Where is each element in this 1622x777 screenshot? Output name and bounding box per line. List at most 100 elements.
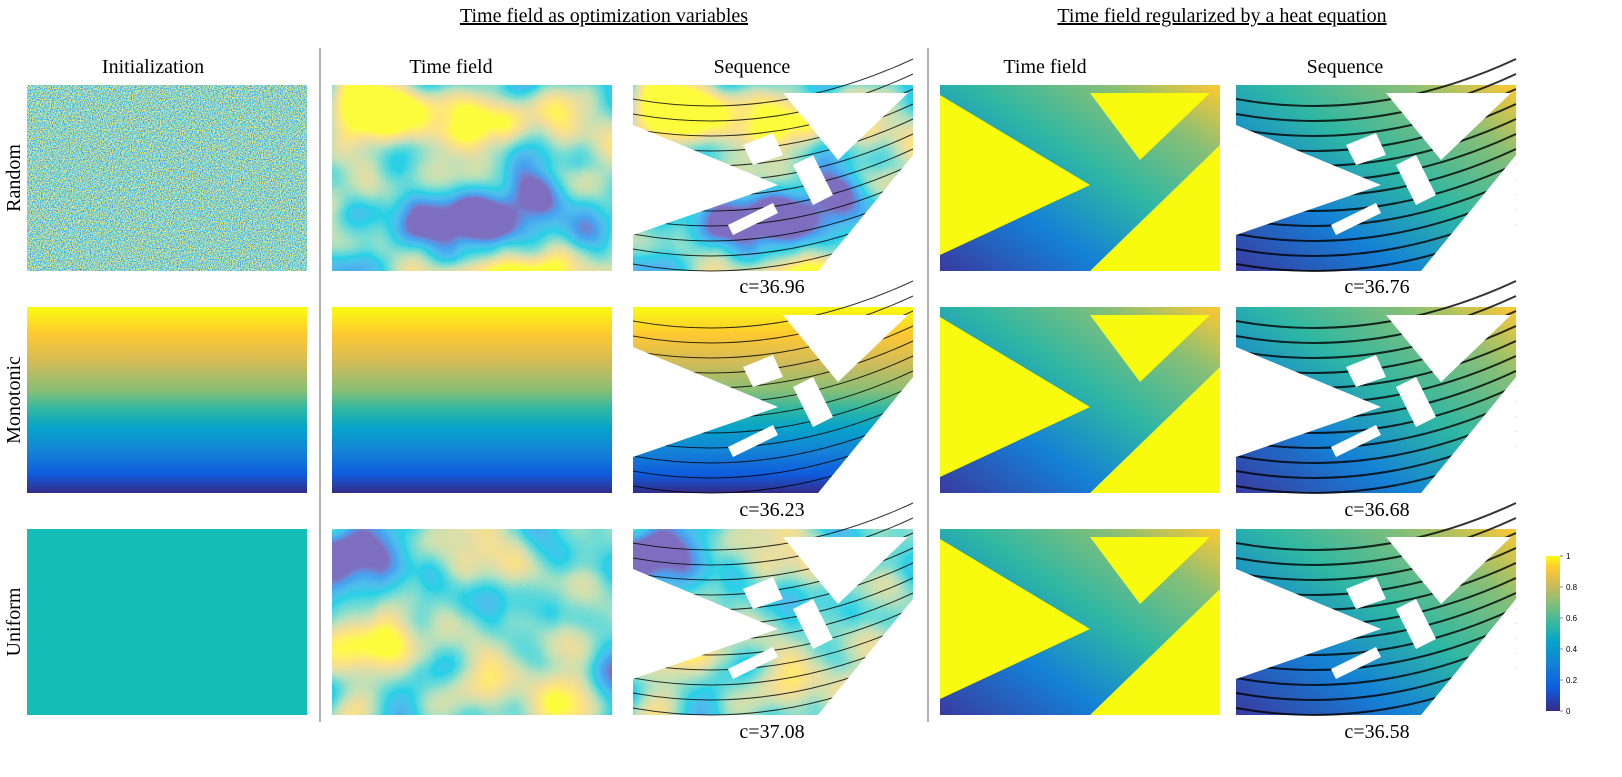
time-field <box>332 307 612 493</box>
compliance-label: c=36.68 <box>1344 499 1409 521</box>
contour-line <box>632 280 914 329</box>
contour-line <box>632 400 914 449</box>
time-field <box>332 529 612 715</box>
compliance-label: c=36.76 <box>1344 276 1409 298</box>
void-region <box>1331 647 1381 679</box>
void-region <box>743 577 783 609</box>
colorbar <box>1546 556 1560 711</box>
row-label: Random <box>3 144 25 212</box>
void-region <box>728 647 778 679</box>
colorbar-tick-label: 0 <box>1566 707 1571 716</box>
compliance-label: c=36.96 <box>739 276 804 298</box>
void-region <box>793 599 833 649</box>
image-panel <box>27 307 307 493</box>
colorbar-tick-label: 0.6 <box>1566 614 1578 623</box>
row-label: Monotonic <box>3 356 25 444</box>
image-panel <box>27 85 307 271</box>
colorbar-tick-label: 0.8 <box>1566 583 1578 592</box>
saturated-region <box>1090 145 1220 271</box>
image-panel <box>940 307 1220 493</box>
contour-line <box>632 178 914 227</box>
saturated-region <box>1090 93 1210 160</box>
colorbar-tick-label: 1 <box>1566 552 1571 561</box>
contour-line <box>1235 73 1517 122</box>
void-region <box>1236 569 1381 679</box>
void-region <box>1346 355 1386 387</box>
void-region <box>793 155 833 205</box>
image-panel <box>632 58 914 272</box>
void-region <box>1396 599 1436 649</box>
monotonic-field <box>27 307 307 493</box>
column-label: Time field <box>1003 56 1086 78</box>
image-panel <box>1235 58 1517 272</box>
colorbar-tick-label: 0.2 <box>1566 676 1578 685</box>
void-region <box>728 425 778 457</box>
image-panel <box>632 280 914 494</box>
contour-line <box>1235 58 1517 107</box>
image-panel <box>332 529 612 715</box>
void-region <box>1421 599 1516 715</box>
void-region <box>1386 537 1511 604</box>
saturated-region <box>940 317 1090 477</box>
image-panel <box>632 502 914 716</box>
compliance-label: c=36.58 <box>1344 721 1409 743</box>
saturated-region <box>1090 589 1220 715</box>
void-region <box>1386 93 1511 160</box>
column-label: Sequence <box>714 56 791 78</box>
void-region <box>743 133 783 165</box>
void-region <box>1346 133 1386 165</box>
saturated-region <box>1090 537 1210 604</box>
void-region <box>783 315 908 382</box>
group-title: Time field as optimization variables <box>460 5 748 27</box>
image-panel <box>1235 280 1517 494</box>
column-label: Sequence <box>1307 56 1384 78</box>
saturated-region <box>1090 367 1220 493</box>
contour-line <box>1235 517 1517 566</box>
saturated-region <box>940 539 1090 699</box>
void-region <box>1331 425 1381 457</box>
column-label: Initialization <box>102 56 204 78</box>
compliance-label: c=37.08 <box>739 721 804 743</box>
image-panel <box>940 529 1220 715</box>
void-region <box>743 355 783 387</box>
void-region <box>818 377 913 493</box>
contour-line <box>1235 295 1517 344</box>
image-panel <box>1235 502 1517 716</box>
void-region <box>1386 315 1511 382</box>
image-panel <box>27 529 307 715</box>
contour-line <box>632 622 914 671</box>
void-region <box>783 93 908 160</box>
void-region <box>793 377 833 427</box>
contour-line <box>1235 178 1517 227</box>
image-panel <box>332 85 612 271</box>
contour-line <box>632 73 914 122</box>
void-region <box>783 537 908 604</box>
contour-line <box>632 58 914 107</box>
contour-line <box>632 295 914 344</box>
contour-line <box>632 517 914 566</box>
void-region <box>633 347 778 457</box>
time-field <box>332 85 612 271</box>
contour-line <box>1235 502 1517 551</box>
void-region <box>633 125 778 235</box>
uniform-field <box>27 529 307 715</box>
row-label: Uniform <box>3 587 25 656</box>
void-region <box>1421 377 1516 493</box>
void-region <box>1236 347 1381 457</box>
image-panel <box>332 307 612 493</box>
void-region <box>1396 155 1436 205</box>
void-region <box>1396 377 1436 427</box>
colorbar-tick-label: 0.4 <box>1566 645 1578 654</box>
void-region <box>633 569 778 679</box>
group-title: Time field regularized by a heat equatio… <box>1057 5 1386 27</box>
random-field <box>27 85 307 271</box>
contour-line <box>632 502 914 551</box>
column-label: Time field <box>409 56 492 78</box>
saturated-region <box>1090 315 1210 382</box>
contour-line <box>1235 622 1517 671</box>
compliance-label: c=36.23 <box>739 499 804 521</box>
void-region <box>818 599 913 715</box>
void-region <box>1346 577 1386 609</box>
void-region <box>1236 125 1381 235</box>
